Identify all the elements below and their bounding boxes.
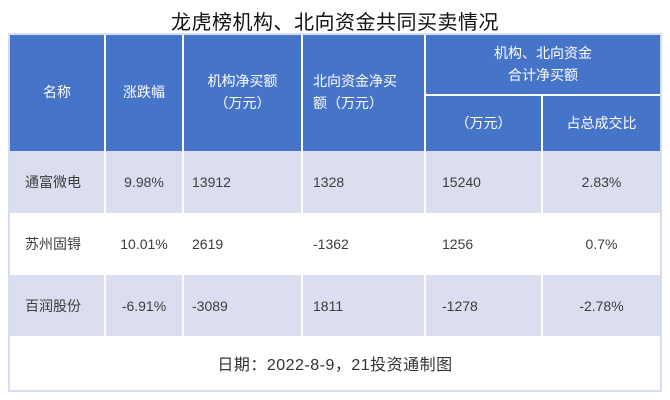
northbound-net-buy-value: -1362 [303,213,426,275]
header-institution-net-buy: 机构净买额（万元） [184,35,303,151]
northbound-net-buy-value: 1328 [303,151,426,213]
change-percent-value: 10.01% [106,213,184,275]
combined-amount-value: 1256 [426,213,543,275]
institution-net-buy-value: 13912 [184,151,303,213]
stock-name: 百润股份 [10,275,106,336]
stock-name: 通富微电 [10,151,106,213]
header-change-percent: 涨跌幅 [106,35,184,151]
northbound-net-buy-value: 1811 [303,275,426,336]
header-northbound-net-buy: 北向资金净买额（万元） [303,35,426,151]
institution-net-buy-value: -3089 [184,275,303,336]
header-combined-net-buy-label: 机构、北向资金合计净买额 [494,44,592,83]
turnover-ratio-value: 2.83% [543,151,660,213]
institution-net-buy-value: 2619 [184,213,303,275]
header-name: 名称 [10,35,106,151]
turnover-ratio-value: -2.78% [543,275,660,336]
change-percent-value: -6.91% [106,275,184,336]
header-combined-amount: （万元） [426,96,543,151]
stock-name: 苏州固锝 [10,213,106,275]
header-institution-net-buy-label: 机构净买额（万元） [207,73,278,111]
header-northbound-net-buy-label: 北向资金净买额（万元） [313,73,397,111]
change-percent-value: 9.98% [106,151,184,213]
header-combined-net-buy-group: 机构、北向资金合计净买额 [426,35,660,96]
table-footer-caption: 日期：2022-8-9，21投资通制图 [10,336,660,390]
stock-funds-table: 名称 涨跌幅 机构净买额（万元） 北向资金净买额（万元） 机构、北向资金合计净买… [8,33,662,392]
header-combined-turnover-ratio: 占总成交比 [543,96,660,151]
page-title: 龙虎榜机构、北向资金共同买卖情况 [171,12,499,34]
combined-amount-value: -1278 [426,275,543,336]
combined-amount-value: 15240 [426,151,543,213]
turnover-ratio-value: 0.7% [543,213,660,275]
